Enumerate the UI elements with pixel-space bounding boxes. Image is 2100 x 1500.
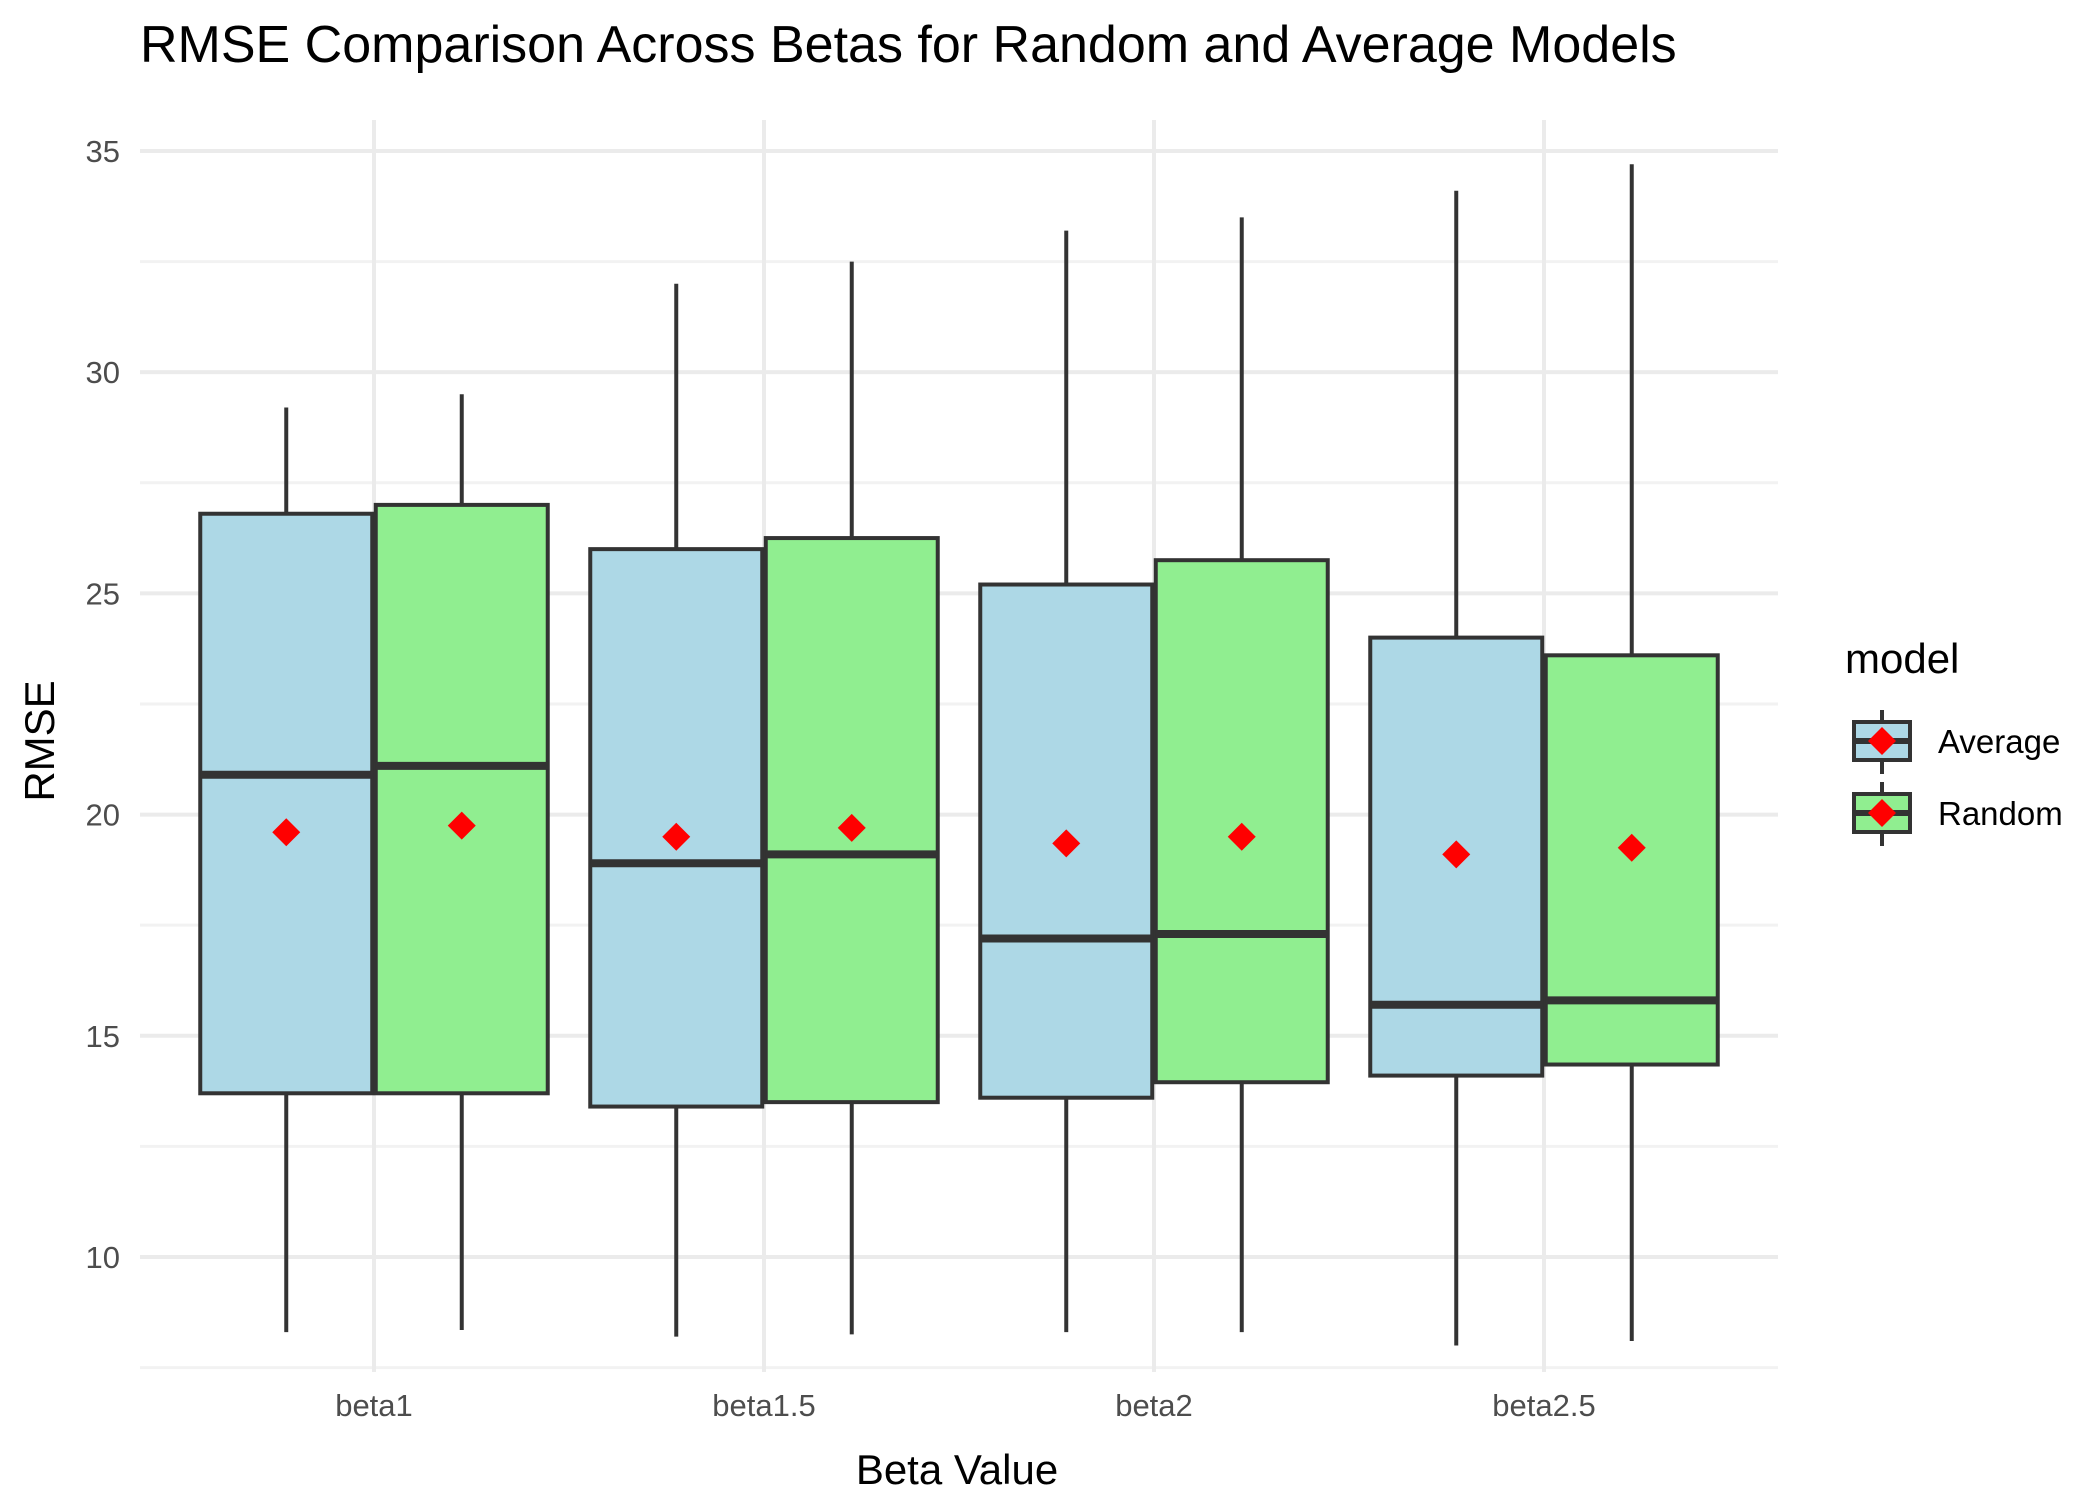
mean-marker [1052,829,1081,858]
mean-marker [272,818,301,847]
x-tick-label: beta2 [1115,1388,1193,1423]
box-average-beta1 [198,407,375,1333]
x-axis-title: Beta Value [856,1446,1058,1493]
box-iqr [373,502,550,1096]
box-random-beta2.5 [1543,164,1720,1342]
box-average-beta2.5 [1368,190,1545,1346]
x-axis-ticks: beta1 beta1.5 beta2 beta2.5 [335,1388,1596,1423]
box-average-beta1.5 [588,283,765,1337]
box-random-beta2 [1153,217,1330,1333]
legend-key-mean [1868,799,1896,827]
y-axis-ticks: 10 15 20 25 30 35 [86,134,120,1275]
legend-label: Random [1938,795,2063,832]
plot-area [198,164,1720,1346]
y-tick-label: 20 [86,798,120,833]
box-iqr [198,511,375,1096]
y-tick-label: 35 [86,134,120,169]
legend-title: model [1845,635,1959,682]
y-tick-label: 15 [86,1019,120,1054]
legend-label: Average [1938,723,2060,760]
x-tick-label: beta1.5 [712,1388,815,1423]
box-average-beta2 [978,230,1155,1333]
mean-marker [1617,833,1646,862]
legend: model Average Random [1845,635,2063,846]
x-tick-label: beta2.5 [1492,1388,1595,1423]
mean-marker [662,822,691,851]
chart-title: RMSE Comparison Across Betas for Random … [140,16,1677,74]
mean-marker [837,813,866,842]
box-random-beta1 [373,394,550,1330]
legend-item-average: Average [1852,710,2060,774]
y-axis-title: RMSE [16,680,63,801]
mean-marker [447,811,476,840]
mean-marker [1442,840,1471,869]
legend-item-random: Random [1852,782,2063,846]
mean-marker [1227,822,1256,851]
y-tick-label: 25 [86,576,120,611]
y-tick-label: 10 [86,1240,120,1275]
box-random-beta1.5 [763,261,940,1335]
y-tick-label: 30 [86,355,120,390]
legend-key-mean [1868,727,1896,755]
box-iqr [1153,558,1330,1085]
x-tick-label: beta1 [335,1388,413,1423]
